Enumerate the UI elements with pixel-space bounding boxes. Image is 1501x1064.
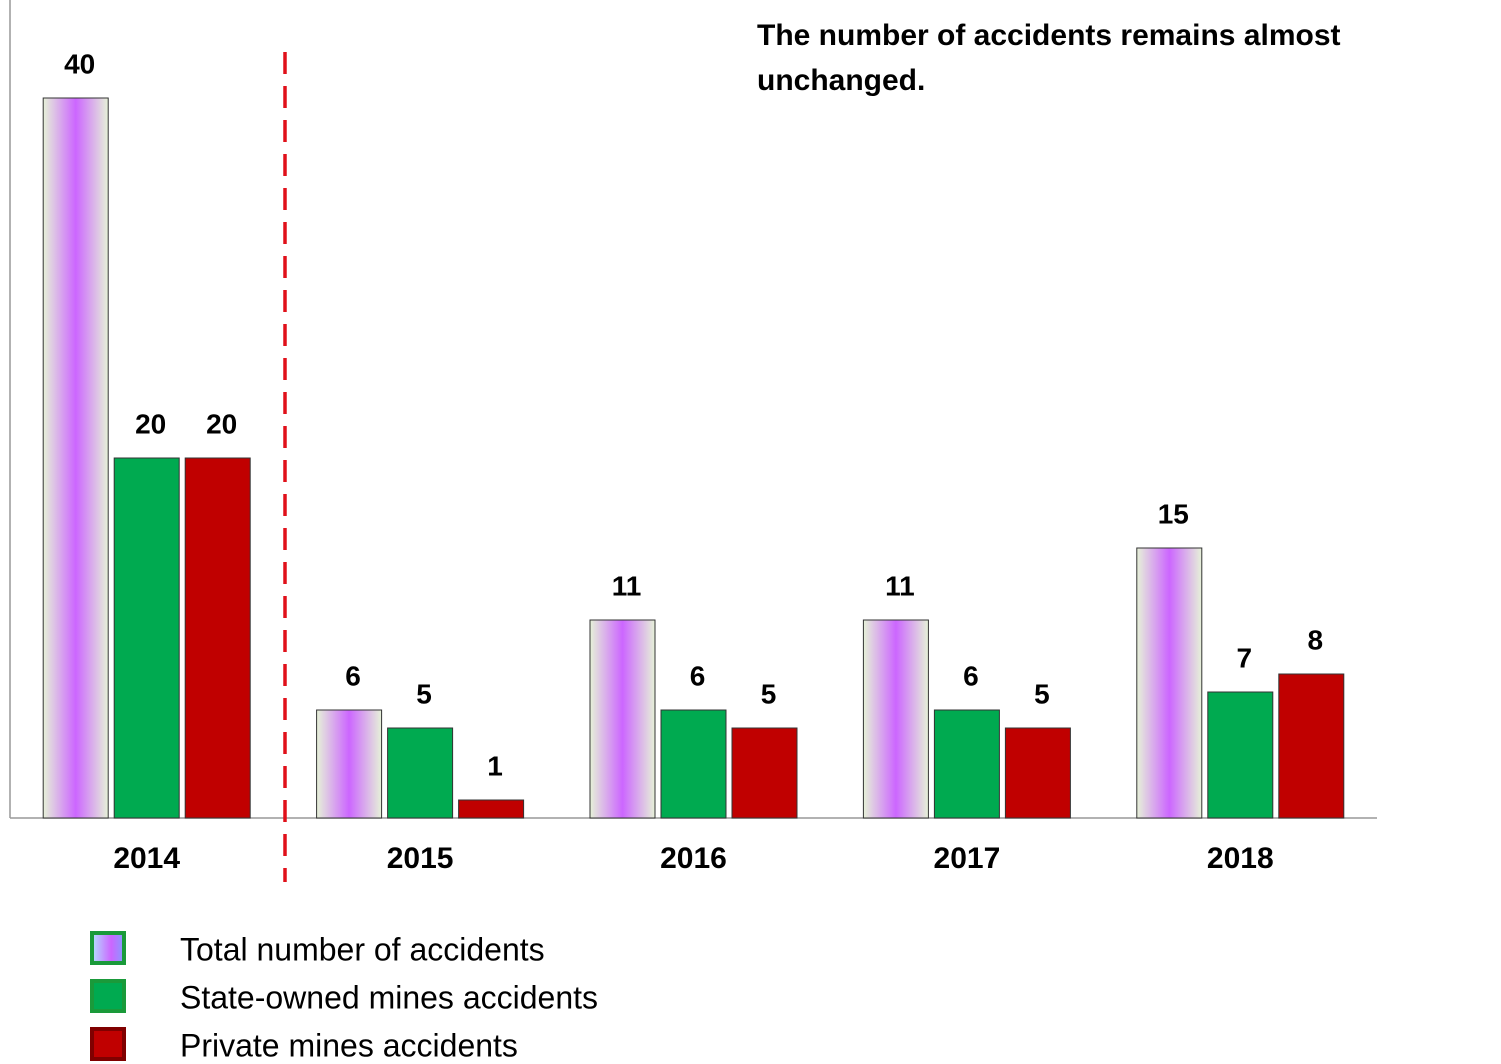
value-label: 11 <box>885 570 915 601</box>
bar <box>1136 547 1203 819</box>
value-label: 6 <box>963 660 979 691</box>
legend-swatch <box>90 979 126 1013</box>
bar <box>660 709 727 819</box>
bar <box>184 457 251 819</box>
value-label: 15 <box>1158 498 1189 529</box>
bar <box>387 727 454 819</box>
value-label: 6 <box>690 660 706 691</box>
legend-label: Total number of accidents <box>180 931 545 967</box>
bar <box>1278 673 1345 819</box>
value-label: 8 <box>1308 624 1324 655</box>
bar <box>862 619 929 819</box>
bar <box>458 799 525 819</box>
bar <box>731 727 798 819</box>
value-label: 40 <box>64 48 95 79</box>
legend-swatch <box>90 1027 126 1061</box>
bar <box>316 709 383 819</box>
bar <box>1004 727 1071 819</box>
value-label: 20 <box>135 408 166 439</box>
x-tick-label: 2017 <box>934 842 1001 875</box>
bar <box>1207 691 1274 819</box>
annotation: The number of accidents remains almost <box>757 19 1341 52</box>
value-label: 7 <box>1237 642 1253 673</box>
bar <box>933 709 1000 819</box>
legend-swatch <box>90 931 126 965</box>
value-label: 5 <box>416 678 432 709</box>
legend-label: State-owned mines accidents <box>180 979 598 1015</box>
value-label: 1 <box>487 750 503 781</box>
annotation: unchanged. <box>757 64 925 97</box>
value-label: 11 <box>612 570 642 601</box>
x-tick-label: 2016 <box>660 842 727 875</box>
value-label: 6 <box>345 660 361 691</box>
bar <box>42 97 109 819</box>
value-label: 5 <box>761 678 777 709</box>
value-label: 20 <box>206 408 237 439</box>
bar <box>113 457 180 819</box>
bar <box>589 619 656 819</box>
x-tick-label: 2014 <box>113 842 180 875</box>
legend-label: Private mines accidents <box>180 1027 518 1063</box>
value-label: 5 <box>1034 678 1050 709</box>
x-tick-label: 2015 <box>387 842 454 875</box>
x-tick-label: 2018 <box>1207 842 1274 875</box>
